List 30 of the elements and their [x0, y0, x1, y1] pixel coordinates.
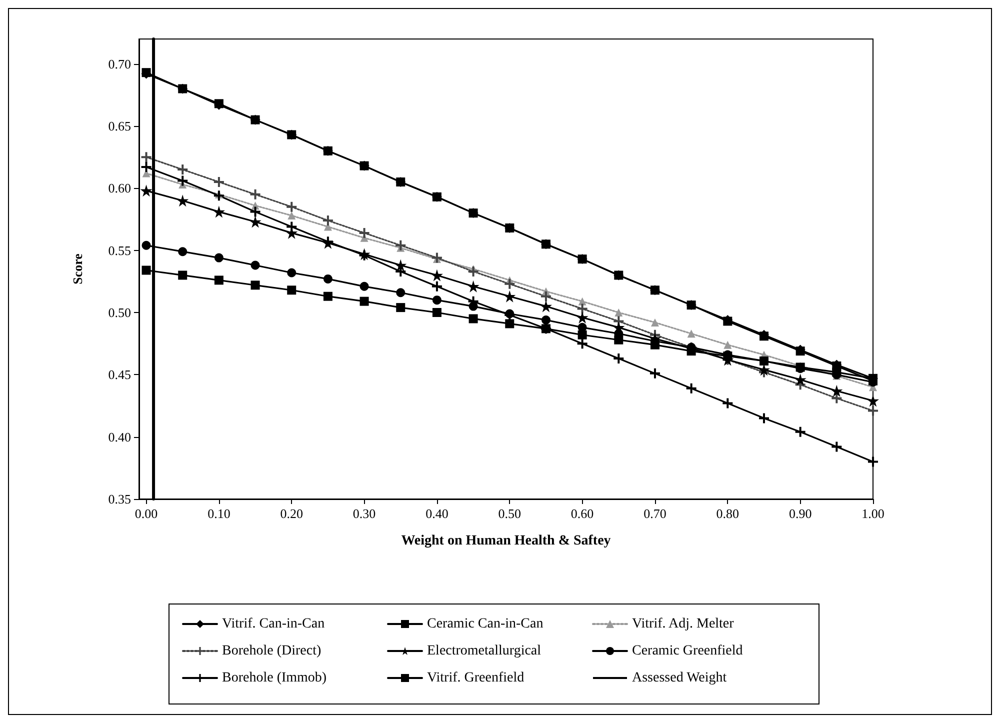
x-tick-label: 0.80	[716, 506, 740, 521]
y-tick-label: 0.65	[108, 118, 131, 134]
x-tick-label: 0.00	[134, 506, 158, 521]
y-tick-label: 0.35	[108, 492, 131, 506]
x-tick-label: 0.30	[352, 506, 376, 521]
y-tick-label: 0.70	[108, 56, 131, 72]
y-tick-label: 0.45	[108, 367, 131, 382]
y-tick-label: 0.60	[108, 180, 131, 196]
legend-label: Vitrif. Can-in-Can	[222, 616, 325, 632]
y-tick-label: 0.40	[108, 429, 131, 444]
x-tick-label: 0.40	[426, 506, 448, 521]
x-tick-label: 0.90	[788, 506, 812, 521]
legend-label: Borehole (Immob)	[222, 670, 327, 686]
legend-label: Electrometallurgical	[427, 644, 542, 658]
y-tick-label: 0.50	[108, 305, 131, 320]
x-axis-title: Weight on Human Health & Saftey	[401, 534, 611, 548]
legend-label: Vitrif. Adj. Melter	[632, 616, 734, 632]
x-tick-label: 0.60	[570, 506, 594, 521]
legend-label: Ceramic Greenfield	[632, 644, 743, 658]
x-tick-label: 0.20	[280, 506, 303, 521]
x-tick-label: 0.70	[644, 506, 666, 521]
legend-label: Assessed Weight	[632, 670, 727, 686]
legend-label: Ceramic Can-in-Can	[427, 616, 544, 632]
x-tick-label: 0.10	[208, 506, 230, 521]
legend-label: Vitrif. Greenfield	[427, 670, 524, 686]
x-tick-label: 0.50	[498, 506, 522, 521]
y-tick-label: 0.55	[108, 242, 131, 258]
x-tick-label: 1.00	[862, 506, 884, 521]
legend-label: Borehole (Direct)	[222, 644, 322, 658]
y-axis-title: Score	[70, 253, 85, 284]
